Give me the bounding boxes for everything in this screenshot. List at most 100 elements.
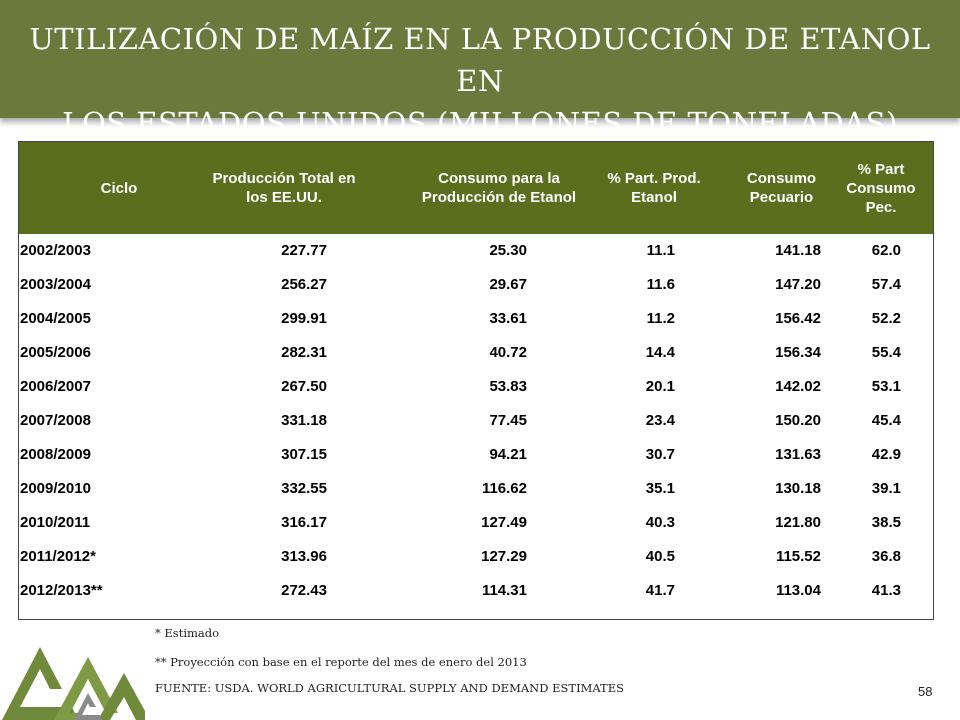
cell-consumo-pecuario: 147.20 — [775, 276, 821, 293]
cell-consumo-etanol: 25.30 — [489, 242, 527, 259]
note-proyeccion: ** Proyección con base en el reporte del… — [155, 655, 527, 669]
cell-consumo-etanol: 33.61 — [489, 310, 527, 327]
cell-consumo-pecuario: 141.18 — [775, 242, 821, 259]
column-header-line: Etanol — [631, 189, 677, 206]
cell-consumo-pecuario: 131.63 — [775, 446, 821, 463]
cell-part-prod-etanol: 30.7 — [645, 446, 675, 463]
cell-part-prod-etanol: 20.1 — [645, 378, 675, 395]
cell-part-consumo-pec: 36.8 — [871, 548, 901, 565]
cell-consumo-etanol: 77.45 — [489, 412, 527, 429]
cell-produccion-total: 272.43 — [281, 582, 327, 599]
cell-part-consumo-pec: 52.2 — [871, 310, 901, 327]
cell-produccion-total: 316.17 — [281, 514, 327, 531]
cell-part-prod-etanol: 11.2 — [646, 310, 675, 327]
cell-consumo-pecuario: 156.34 — [775, 344, 821, 361]
column-header-line: Producción Total en — [212, 170, 356, 187]
cell-produccion-total: 227.77 — [281, 242, 327, 259]
cell-part-consumo-pec: 55.4 — [871, 344, 901, 361]
cell-consumo-pecuario: 130.18 — [775, 480, 821, 497]
cell-consumo-pecuario: 113.04 — [775, 582, 821, 599]
cell-part-prod-etanol: 40.5 — [645, 548, 675, 565]
cell-part-consumo-pec: 62.0 — [871, 242, 901, 259]
column-header-line: % Part. Prod. — [607, 170, 701, 187]
cell-produccion-total: 332.55 — [281, 480, 327, 497]
table-row: 2007/2008 331.18 77.45 23.4 150.20 45.4 — [19, 404, 933, 438]
table-header: Ciclo Producción Total en los EE.UU. Consum… — [19, 142, 933, 234]
column-header-line: % Part — [857, 160, 905, 178]
column-header: % Part Consumo Pec. — [829, 142, 933, 234]
cell-part-prod-etanol: 41.7 — [645, 582, 675, 599]
cell-ciclo: 2007/2008 — [20, 412, 91, 429]
column-header-line: Producción de Etanol — [421, 189, 577, 206]
title-band: UTILIZACIÓN DE MAÍZ EN LA PRODUCCIÓN DE … — [0, 0, 960, 140]
cell-consumo-pecuario: 121.80 — [775, 514, 821, 531]
column-header: Consumo para la Producción de Etanol — [369, 142, 629, 234]
title-line-2: LOS ESTADOS UNIDOS (MILLONES DE TONELADA… — [62, 106, 898, 140]
cell-part-prod-etanol: 14.4 — [645, 344, 675, 361]
cell-produccion-total: 307.15 — [281, 446, 327, 463]
column-header: % Part. Prod. Etanol — [594, 142, 714, 234]
cell-ciclo: 2004/2005 — [20, 310, 91, 327]
cell-ciclo: 2012/2013** — [20, 582, 103, 599]
column-header: Producción Total en los EE.UU. — [169, 142, 399, 234]
page-title: UTILIZACIÓN DE MAÍZ EN LA PRODUCCIÓN DE … — [10, 18, 950, 144]
table-row: 2005/2006 282.31 40.72 14.4 156.34 55.4 — [19, 336, 933, 370]
cell-produccion-total: 313.96 — [281, 548, 327, 565]
cell-part-consumo-pec: 45.4 — [871, 412, 901, 429]
column-header-line: Consumo — [746, 170, 817, 187]
cell-part-consumo-pec: 39.1 — [871, 480, 901, 497]
cell-consumo-pecuario: 142.02 — [775, 378, 821, 395]
cell-part-consumo-pec: 42.9 — [871, 446, 901, 463]
note-estimado: * Estimado — [155, 626, 220, 640]
table-row: 2010/2011 316.17 127.49 40.3 121.80 38.5 — [19, 506, 933, 540]
page-number: 58 — [918, 684, 933, 699]
cell-ciclo: 2002/2003 — [20, 242, 91, 259]
data-table: Ciclo Producción Total en los EE.UU. Consum… — [18, 141, 934, 620]
cell-produccion-total: 282.31 — [281, 344, 327, 361]
cell-ciclo: 2006/2007 — [20, 378, 91, 395]
cell-ciclo: 2011/2012* — [20, 548, 96, 565]
column-header: Ciclo — [19, 142, 219, 234]
cell-part-prod-etanol: 11.1 — [646, 242, 675, 259]
cell-produccion-total: 256.27 — [281, 276, 327, 293]
column-header-line: Consumo — [846, 179, 916, 197]
column-header-line: Ciclo — [100, 179, 138, 197]
column-header: Consumo Pecuario — [719, 142, 844, 234]
column-header-line: los EE.UU. — [246, 189, 322, 206]
cell-part-prod-etanol: 11.6 — [646, 276, 675, 293]
table-row: 2006/2007 267.50 53.83 20.1 142.02 53.1 — [19, 370, 933, 404]
table-row: 2002/2003 227.77 25.30 11.1 141.18 62.0 — [19, 234, 933, 268]
cell-part-consumo-pec: 53.1 — [871, 378, 901, 395]
title-line-1: UTILIZACIÓN DE MAÍZ EN LA PRODUCCIÓN DE … — [29, 22, 931, 98]
table-row: 2012/2013** 272.43 114.31 41.7 113.04 41.3 — [19, 574, 933, 608]
cell-consumo-etanol: 53.83 — [489, 378, 527, 395]
column-header-line: Pec. — [865, 198, 897, 216]
column-header-line: Consumo para la — [438, 170, 560, 187]
cell-part-prod-etanol: 40.3 — [645, 514, 675, 531]
cell-consumo-etanol: 127.49 — [481, 514, 527, 531]
logo-icon — [2, 647, 145, 720]
cell-part-prod-etanol: 23.4 — [645, 412, 675, 429]
cell-part-prod-etanol: 35.1 — [645, 480, 675, 497]
cell-consumo-pecuario: 156.42 — [775, 310, 821, 327]
cell-consumo-etanol: 127.29 — [481, 548, 527, 565]
cell-ciclo: 2010/2011 — [20, 514, 91, 531]
note-fuente: FUENTE: USDA. WORLD AGRICULTURAL SUPPLY … — [155, 681, 625, 695]
cell-consumo-etanol: 116.62 — [481, 480, 527, 497]
cell-consumo-etanol: 40.72 — [489, 344, 527, 361]
cell-consumo-etanol: 114.31 — [481, 582, 527, 599]
cell-consumo-pecuario: 150.20 — [775, 412, 821, 429]
column-header-line: Pecuario — [749, 189, 814, 206]
cell-ciclo: 2003/2004 — [20, 276, 91, 293]
cell-part-consumo-pec: 38.5 — [871, 514, 901, 531]
table-row: 2011/2012* 313.96 127.29 40.5 115.52 36.8 — [19, 540, 933, 574]
table-row: 2004/2005 299.91 33.61 11.2 156.42 52.2 — [19, 302, 933, 336]
cell-produccion-total: 267.50 — [281, 378, 327, 395]
cell-consumo-pecuario: 115.52 — [775, 548, 821, 565]
table-row: 2009/2010 332.55 116.62 35.1 130.18 39.1 — [19, 472, 933, 506]
cell-produccion-total: 331.18 — [281, 412, 327, 429]
cell-ciclo: 2009/2010 — [20, 480, 91, 497]
table-row: 2003/2004 256.27 29.67 11.6 147.20 57.4 — [19, 268, 933, 302]
cell-consumo-etanol: 94.21 — [489, 446, 527, 463]
cell-part-consumo-pec: 41.3 — [871, 582, 901, 599]
